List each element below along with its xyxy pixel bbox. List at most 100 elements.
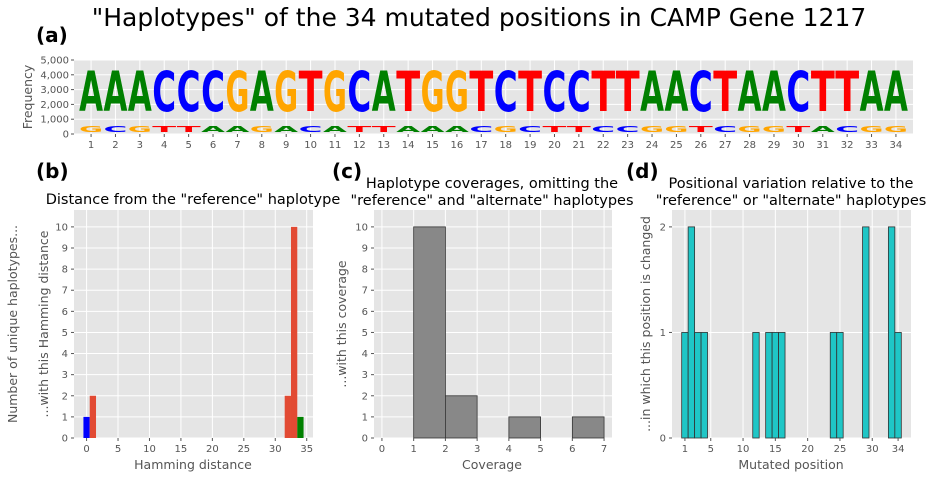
- logo-major-letter: A: [128, 61, 152, 125]
- title-line: "reference" or "alternate" haplotypes: [656, 193, 927, 209]
- panel-b-x-ticks: 0 5 10 15 20 25 30 35: [83, 438, 313, 455]
- logo-major-letter: C: [152, 60, 176, 125]
- logo-major-letter: C: [543, 60, 567, 125]
- y-tick-label: 8: [362, 265, 368, 276]
- y-tick-label: 6: [362, 307, 368, 318]
- logo-minor-letter: G: [884, 125, 908, 135]
- y-axis-label-line: Number of unique haplotypes...: [5, 225, 20, 423]
- logo-minor-letter: G: [79, 125, 103, 135]
- x-tick-label: 20: [206, 444, 219, 455]
- position-bar: [778, 332, 786, 439]
- logo-minor-letter: C: [591, 124, 615, 134]
- logo-minor-letter: C: [616, 124, 640, 134]
- logo-minor-letter: A: [421, 125, 446, 134]
- x-tick-label: 25: [237, 444, 250, 455]
- y-tick-label: 5,000: [40, 56, 69, 67]
- logo-major-letter: A: [104, 61, 128, 125]
- x-tick-label: 1: [410, 444, 416, 455]
- panel-d-x-ticks: 1 5 10 15 20 25 30 34: [682, 438, 904, 455]
- position-bar: [700, 332, 708, 439]
- y-tick-label: 6: [62, 307, 68, 318]
- y-tick-label: 2: [362, 391, 368, 402]
- y-axis-label-line: ...with this Hamming distance: [36, 230, 51, 417]
- logo-minor-letter: A: [225, 125, 250, 134]
- logo-minor-letter: G: [664, 125, 688, 135]
- logo-major-letter: G: [274, 61, 298, 125]
- hamming-bar: [89, 395, 97, 438]
- logo-minor-letter: C: [713, 124, 737, 134]
- logo-minor-letter: G: [494, 125, 518, 135]
- logo-major-letter: T: [616, 60, 640, 124]
- title-line: "reference" and "alternate" haplotypes: [350, 193, 633, 209]
- logo-major-letter: T: [591, 60, 615, 124]
- panel-a-sequence-logo: (a) GACAGATCTCACAGGAAGCTAGTCTAATAGAGCTGC…: [20, 23, 913, 151]
- hamming-bar: [290, 226, 298, 438]
- x-tick-label: 15: [426, 140, 439, 151]
- x-tick-label: 21: [572, 140, 585, 151]
- x-tick-label: 9: [283, 140, 289, 151]
- x-tick-label: 25: [834, 444, 847, 455]
- logo-minor-letter: T: [152, 124, 177, 134]
- logo-major-letter: T: [396, 60, 420, 124]
- panel-c-label: (c): [332, 159, 362, 183]
- x-tick-label: 14: [402, 140, 415, 151]
- x-tick-label: 30: [269, 444, 282, 455]
- logo-major-letter: A: [860, 61, 884, 125]
- logo-minor-letter: T: [689, 124, 714, 134]
- y-tick-label: 7: [62, 286, 68, 297]
- position-bar: [836, 332, 844, 439]
- y-tick-label: 4,000: [40, 70, 69, 81]
- x-tick-label: 10: [143, 444, 156, 455]
- x-tick-label: 30: [792, 140, 805, 151]
- logo-minor-letter: T: [543, 124, 568, 134]
- x-tick-label: 35: [300, 444, 313, 455]
- panel-c-y-ticks: 0 1 2 3 4 5 6 7 8 9 10: [355, 222, 374, 445]
- y-tick-label: 2: [62, 391, 68, 402]
- position-bar: [887, 226, 896, 439]
- y-tick-label: 4: [362, 349, 368, 360]
- x-tick-label: 30: [866, 444, 879, 455]
- logo-major-letter: G: [445, 61, 469, 125]
- y-tick-label: 8: [62, 265, 68, 276]
- x-tick-label: 5: [115, 444, 121, 455]
- title-line: Haplotype coverages, omitting the: [366, 176, 618, 192]
- logo-major-letter: G: [421, 61, 445, 125]
- panel-c-bins: [413, 226, 605, 439]
- panel-d-plot-area: [672, 210, 911, 438]
- logo-minor-letter: A: [811, 125, 836, 134]
- y-tick-label: 1: [362, 412, 368, 423]
- panel-a-logo-letters: GACAGATCTCACAGGAAGCTAGTCTAATAGAGCTGCCTTC…: [79, 60, 908, 134]
- logo-major-letter: C: [689, 60, 713, 125]
- logo-major-letter: T: [811, 60, 835, 124]
- logo-minor-letter: T: [786, 124, 811, 134]
- hamming-bar: [297, 416, 304, 438]
- panel-d-label: (d): [626, 159, 659, 183]
- logo-major-letter: A: [884, 61, 908, 125]
- logo-major-letter: A: [250, 61, 274, 125]
- position-bar: [681, 332, 689, 439]
- logo-minor-letter: C: [518, 124, 542, 134]
- logo-major-letter: A: [640, 61, 664, 125]
- x-tick-label: 27: [719, 140, 732, 151]
- x-tick-label: 13: [377, 140, 390, 151]
- panel-b-bars: [83, 226, 304, 438]
- logo-minor-letter: G: [640, 125, 664, 135]
- x-tick-label: 19: [524, 140, 537, 151]
- y-tick-label: 9: [62, 244, 68, 255]
- y-tick-label: 0: [62, 434, 68, 445]
- y-tick-label: 0: [660, 434, 666, 445]
- logo-minor-letter: A: [323, 125, 348, 134]
- position-bar: [862, 226, 870, 439]
- logo-major-letter: A: [738, 61, 762, 125]
- panel-b-x-axis-label: Hamming distance: [134, 457, 252, 472]
- x-tick-label: 2: [442, 444, 448, 455]
- panel-c-y-axis-label: ...with this coverage: [334, 260, 349, 388]
- panel-d-title: Positional variation relative to the "ref…: [656, 176, 927, 209]
- panel-b-y-axis-label: Number of unique haplotypes... ...with th…: [5, 225, 51, 423]
- logo-minor-letter: T: [372, 124, 397, 134]
- logo-minor-letter: G: [860, 125, 884, 135]
- panel-d-bars: [681, 226, 902, 439]
- x-tick-label: 20: [801, 444, 814, 455]
- x-tick-label: 17: [475, 140, 488, 151]
